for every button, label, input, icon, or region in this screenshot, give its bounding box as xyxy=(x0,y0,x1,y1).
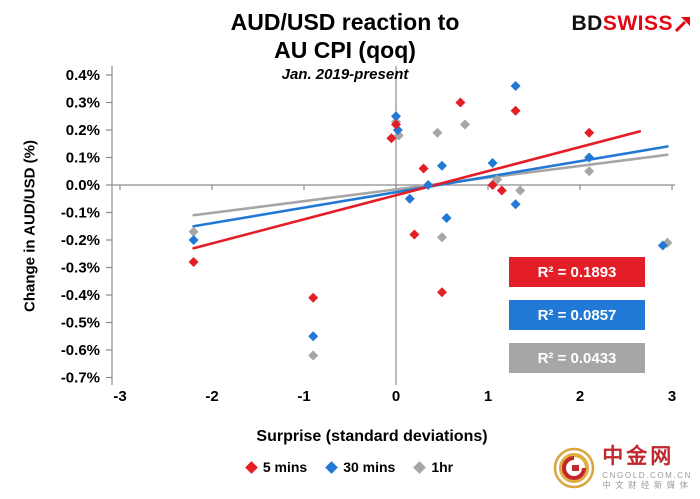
svg-text:1: 1 xyxy=(484,388,492,405)
svg-text:-0.4%: -0.4% xyxy=(61,287,100,304)
svg-text:-0.1%: -0.1% xyxy=(61,205,100,222)
r2-badge-5mins: R² = 0.1893 xyxy=(509,257,645,287)
legend-marker-1hr-icon xyxy=(413,460,427,474)
svg-text:-0.5%: -0.5% xyxy=(61,315,100,332)
cngold-coin-icon xyxy=(554,447,595,489)
cngold-tagline: 中 文 财 经 新 媒 体 xyxy=(602,480,689,491)
svg-text:0.0%: 0.0% xyxy=(66,177,100,194)
bdswiss-logo-swiss: SWISS xyxy=(602,12,673,35)
svg-text:0.1%: 0.1% xyxy=(66,150,100,167)
bdswiss-logo: BD SWISS xyxy=(571,12,690,36)
legend-label-30mins: 30 mins xyxy=(343,459,396,475)
svg-text:0.4%: 0.4% xyxy=(66,67,100,84)
svg-text:-3: -3 xyxy=(113,388,126,405)
svg-text:-0.3%: -0.3% xyxy=(61,260,100,277)
chart-title: AUD/USD reaction to AU CPI (qoq) Jan. 20… xyxy=(110,8,580,83)
cngold-name: 中金网 xyxy=(602,444,675,468)
chart-title-line1: AUD/USD reaction to xyxy=(230,9,460,35)
bdswiss-logo-bd: BD xyxy=(571,12,603,35)
legend-item-5mins: 5 mins xyxy=(244,459,308,475)
bdswiss-arrow-icon xyxy=(675,16,690,32)
legend-item-1hr: 1hr xyxy=(413,459,454,475)
legend-label-1hr: 1hr xyxy=(431,459,454,475)
cngold-text-block: 中金网 CNGOLD.COM.CN 中 文 财 经 新 媒 体 xyxy=(602,445,692,491)
cngold-domain: CNGOLD.COM.CN xyxy=(602,471,692,481)
legend-marker-30mins-icon xyxy=(325,460,339,474)
legend-item-30mins: 30 mins xyxy=(325,459,396,475)
legend-label-5mins: 5 mins xyxy=(262,459,308,475)
svg-text:0: 0 xyxy=(392,388,400,405)
svg-text:-0.2%: -0.2% xyxy=(61,232,100,249)
svg-text:-1: -1 xyxy=(297,388,310,405)
scatter-plot: 0.4% 0.3% 0.2% 0.1% 0.0% -0.1% -0.2% -0.3% -0.4%… xyxy=(61,66,676,405)
svg-text:2: 2 xyxy=(576,388,584,405)
legend-marker-5mins-icon xyxy=(244,460,258,474)
svg-text:-2: -2 xyxy=(205,388,218,405)
r2-badge-30mins: R² = 0.0857 xyxy=(509,300,645,330)
chart-title-line2: AU CPI (qoq) xyxy=(274,37,416,64)
x-axis-title: Surprise (standard deviations) xyxy=(256,428,488,445)
cngold-watermark: 中金网 CNGOLD.COM.CN 中 文 财 经 新 媒 体 xyxy=(547,440,698,495)
r2-badge-1hr: R² = 0.0433 xyxy=(509,343,645,373)
svg-text:-0.7%: -0.7% xyxy=(61,370,100,387)
svg-text:-0.6%: -0.6% xyxy=(61,342,100,359)
svg-text:0.2%: 0.2% xyxy=(66,122,100,139)
y-axis-title: Change in AUD/USD (%) xyxy=(21,140,39,312)
legend: 5 mins 30 mins 1hr xyxy=(0,459,700,475)
chart-subtitle: Jan. 2019-present xyxy=(281,66,409,84)
svg-text:0.3%: 0.3% xyxy=(66,95,100,112)
svg-text:3: 3 xyxy=(668,388,676,405)
